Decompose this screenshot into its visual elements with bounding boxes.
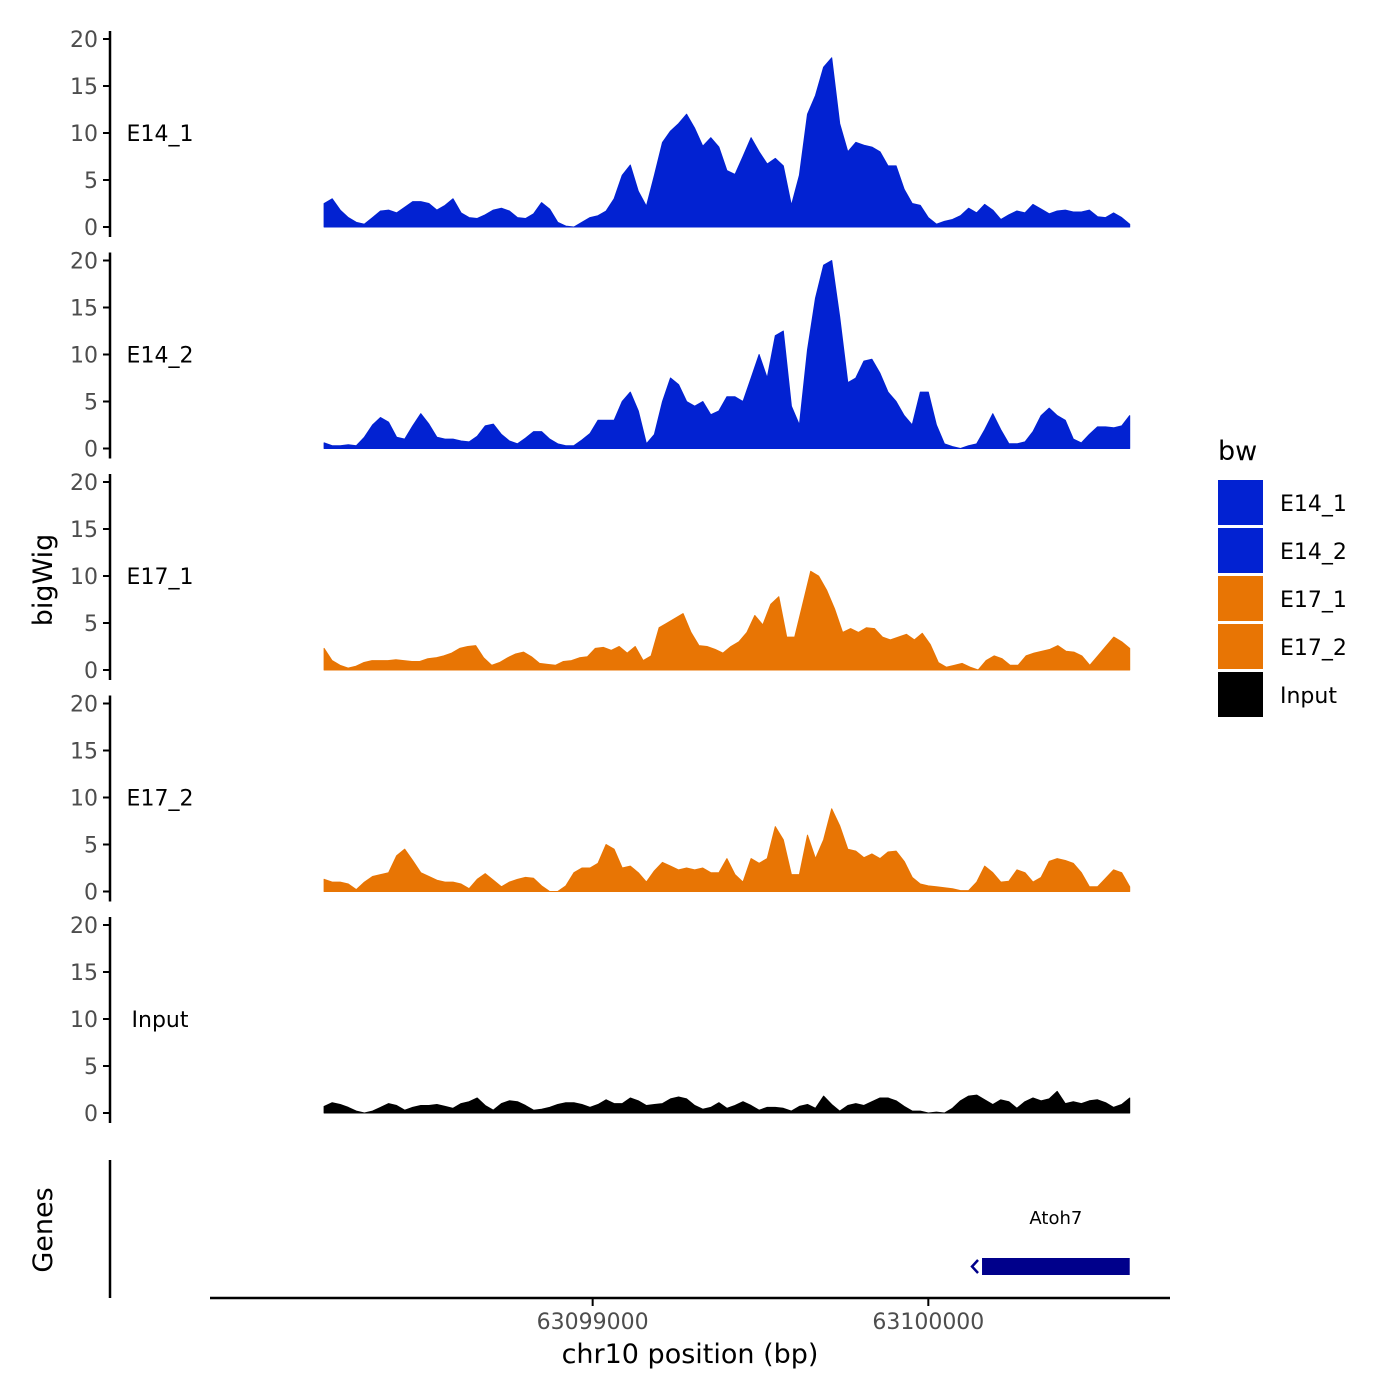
y-tick-label: 0 xyxy=(84,659,98,684)
x-tick-label: 63099000 xyxy=(537,1310,649,1335)
legend-title: bw xyxy=(1218,436,1257,467)
strand-arrow xyxy=(970,1259,979,1274)
y-tick-label: 20 xyxy=(70,471,98,496)
y-tick-label: 10 xyxy=(70,1008,98,1033)
y-tick-label: 15 xyxy=(70,75,98,100)
legend-label: E17_2 xyxy=(1280,636,1347,661)
legend-swatch xyxy=(1218,576,1263,621)
legend: bw E14_1 E14_2 E17_1 E17_2 Input xyxy=(1218,436,1347,717)
track-panel-e17_1: 0 5 10 15 20 E17_1 xyxy=(70,471,1131,684)
legend-swatch xyxy=(1218,480,1263,525)
y-tick-label: 15 xyxy=(70,297,98,322)
legend-swatch xyxy=(1218,624,1263,669)
track-panel-e14_2: 0 5 10 15 20 E14_2 xyxy=(70,250,1131,463)
track-label: E14_2 xyxy=(127,344,194,369)
y-tick-label: 5 xyxy=(84,834,98,859)
coverage-area-input xyxy=(323,1090,1131,1114)
x-tick-label: 63100000 xyxy=(872,1310,984,1335)
coverage-area-e14_1 xyxy=(323,57,1131,228)
genes-axis-title: Genes xyxy=(28,1187,59,1272)
gene-label: Atoh7 xyxy=(1029,1208,1082,1229)
y-tick-label: 15 xyxy=(70,740,98,765)
legend-label: E17_1 xyxy=(1280,588,1347,613)
track-panel-e14_1: 0 5 10 15 20 E14_1 xyxy=(70,28,1131,241)
y-tick-label: 10 xyxy=(70,344,98,369)
legend-label: E14_2 xyxy=(1280,540,1347,565)
y-tick-label: 20 xyxy=(70,693,98,718)
track-panel-input: 0 5 10 15 20 Input xyxy=(70,914,1131,1127)
y-tick-label: 10 xyxy=(70,565,98,590)
y-tick-label: 20 xyxy=(70,914,98,939)
coverage-area-e17_1 xyxy=(323,570,1131,671)
y-tick-label: 15 xyxy=(70,518,98,543)
y-tick-label: 0 xyxy=(84,1102,98,1127)
y-axis-title: bigWig xyxy=(28,534,59,627)
legend-label: Input xyxy=(1280,684,1337,709)
y-tick-label: 15 xyxy=(70,961,98,986)
track-label: E14_1 xyxy=(127,122,194,147)
track-label: Input xyxy=(132,1008,189,1033)
y-tick-label: 0 xyxy=(84,881,98,906)
track-panels: 05101520E14_105101520E14_205101520E17_10… xyxy=(70,28,1131,1127)
y-tick-label: 0 xyxy=(84,216,98,241)
track-panel-e17_2: 0 5 10 15 20 E17_2 xyxy=(70,693,1131,906)
y-tick-label: 20 xyxy=(70,250,98,275)
coverage-area-e14_2 xyxy=(323,260,1131,449)
x-axis-title: chr10 position (bp) xyxy=(562,1339,819,1370)
y-tick-label: 10 xyxy=(70,122,98,147)
y-tick-label: 5 xyxy=(84,1055,98,1080)
legend-swatch xyxy=(1218,672,1263,717)
legend-swatch xyxy=(1218,528,1263,573)
track-label: E17_2 xyxy=(127,787,194,812)
y-tick-label: 5 xyxy=(84,391,98,416)
y-tick-label: 0 xyxy=(84,438,98,463)
track-label: E17_1 xyxy=(127,565,194,590)
genes-panel: Genes Atoh7 xyxy=(28,1160,1130,1298)
y-tick-label: 10 xyxy=(70,787,98,812)
legend-label: E14_1 xyxy=(1280,492,1347,517)
gene-body xyxy=(982,1258,1130,1275)
y-tick-label: 5 xyxy=(84,169,98,194)
x-axis: 63099000 63100000 chr10 position (bp) xyxy=(210,1296,1170,1370)
y-tick-label: 5 xyxy=(84,612,98,637)
coverage-area-e17_2 xyxy=(323,808,1131,892)
y-tick-label: 20 xyxy=(70,28,98,53)
